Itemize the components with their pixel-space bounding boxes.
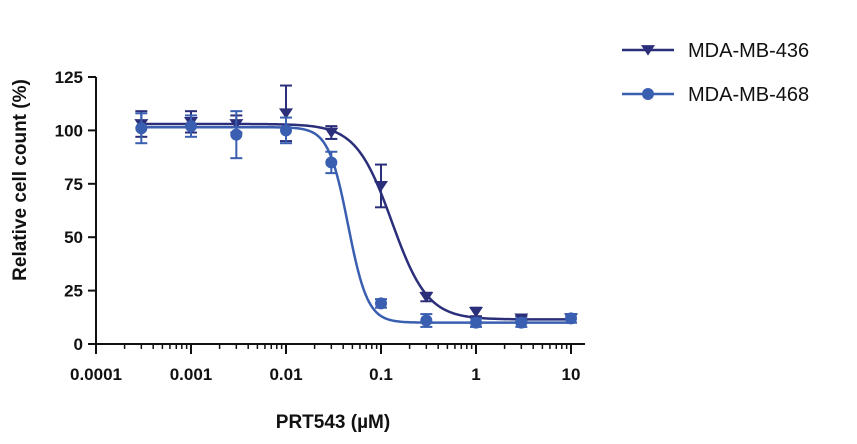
y-tick-label: 75 — [64, 175, 83, 194]
legend: MDA-MB-436 MDA-MB-468 — [622, 40, 809, 106]
data-point — [185, 120, 197, 133]
x-axis-title: PRT543 (µM) — [276, 412, 390, 433]
x-axis: 0.0001 0.001 0.01 0.1 1 10 — [70, 343, 585, 384]
x-tick-label: 0.0001 — [70, 365, 122, 384]
x-tick-label: 0.001 — [170, 365, 213, 384]
data-point — [469, 307, 483, 318]
data-point — [280, 124, 292, 137]
data-point — [515, 316, 528, 329]
data-point — [230, 128, 243, 141]
data-point — [565, 312, 577, 325]
legend-item: MDA-MB-436 — [622, 40, 809, 62]
data-point — [135, 122, 148, 135]
legend-item: MDA-MB-468 — [622, 84, 809, 106]
y-tick-label: 50 — [64, 228, 83, 247]
fit-curve — [141, 125, 571, 324]
y-tick-label: 25 — [64, 282, 83, 301]
series-mda-mb-468 — [135, 110, 577, 329]
y-axis: 0 25 50 75 100 125 — [55, 68, 97, 354]
data-point — [374, 181, 388, 192]
y-tick-label: 0 — [74, 335, 83, 354]
y-axis-title: Relative cell count (%) — [10, 79, 31, 281]
legend-marker — [641, 45, 655, 56]
data-point — [325, 156, 338, 169]
data-point — [420, 314, 433, 327]
x-tick-label: 1 — [471, 365, 480, 384]
data-point — [375, 297, 387, 310]
legend-label: MDA-MB-436 — [688, 40, 809, 62]
legend-label: MDA-MB-468 — [688, 84, 809, 106]
fit-curve — [141, 122, 571, 321]
data-point — [470, 316, 482, 329]
x-tick-label: 0.01 — [269, 365, 302, 384]
series-mda-mb-436 — [134, 84, 578, 324]
data-point — [279, 108, 293, 119]
data-point — [324, 127, 339, 139]
y-tick-label: 100 — [55, 121, 83, 140]
legend-marker — [642, 88, 654, 100]
x-tick-label: 10 — [562, 365, 581, 384]
x-tick-label: 0.1 — [369, 365, 393, 384]
series-layer — [134, 84, 578, 329]
data-point — [419, 292, 434, 303]
y-tick-label: 125 — [55, 68, 83, 87]
